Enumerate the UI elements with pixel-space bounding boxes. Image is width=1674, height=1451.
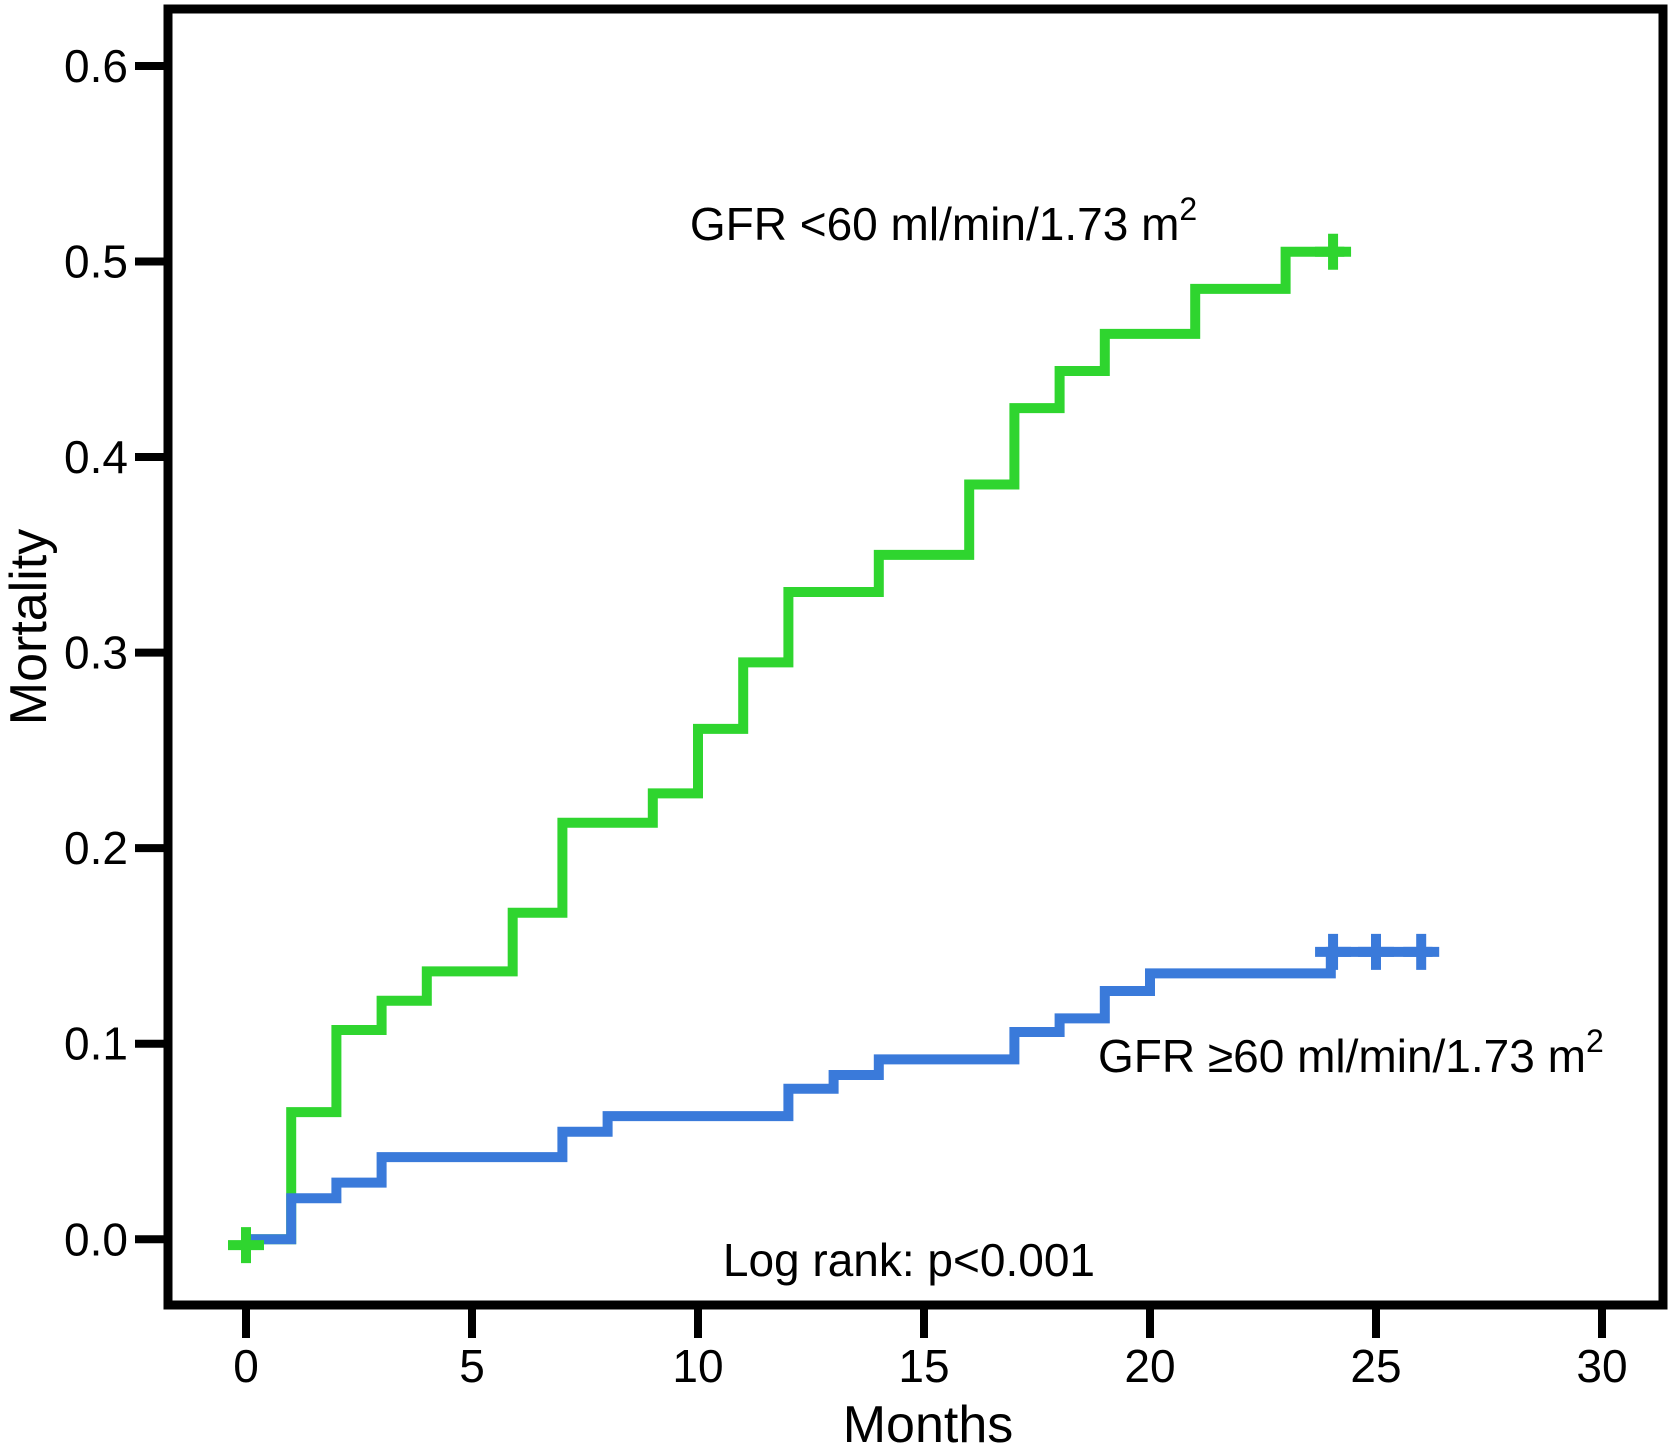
- x-tick-label-2: 10: [672, 1340, 723, 1392]
- censor-mark-gfr-ge-60-2: [1403, 933, 1440, 970]
- x-tick-label-1: 5: [459, 1340, 485, 1392]
- curve-label-sup-gfr-ge-60: 2: [1586, 1023, 1604, 1059]
- y-tick-label-2: 0.2: [64, 822, 128, 874]
- x-axis-title: Months: [843, 1396, 1014, 1451]
- censor-mark-gfr-ge-60-1: [1358, 933, 1394, 970]
- censor-mark-gfr-lt-60-1: [1315, 233, 1352, 270]
- x-tick-label-5: 25: [1350, 1340, 1401, 1392]
- curve-label-sup-gfr-lt-60: 2: [1179, 191, 1197, 227]
- y-tick-label-3: 0.3: [64, 627, 128, 679]
- y-tick-label-0: 0.0: [64, 1213, 128, 1265]
- km-curve-gfr-ge-60: [246, 946, 1433, 1245]
- annotation-log-rank: Log rank: p<0.001: [723, 1234, 1095, 1286]
- y-axis-title: Mortality: [0, 529, 58, 725]
- y-tick-label-4: 0.4: [64, 431, 128, 483]
- x-tick-label-3: 15: [898, 1340, 949, 1392]
- y-tick-label-6: 0.6: [64, 40, 128, 92]
- x-tick-label-4: 20: [1124, 1340, 1175, 1392]
- censor-mark-gfr-ge-60-0: [1315, 933, 1352, 970]
- y-tick-label-1: 0.1: [64, 1018, 128, 1070]
- km-curve-gfr-lt-60: [246, 246, 1345, 1245]
- plot-border: [163, 4, 1668, 1310]
- x-tick-label-0: 0: [233, 1340, 259, 1392]
- y-tick-label-5: 0.5: [64, 236, 128, 288]
- curve-label-gfr-lt-60: GFR <60 ml/min/1.73 m2: [690, 191, 1197, 250]
- censor-mark-gfr-lt-60-0: [228, 1227, 264, 1264]
- x-tick-label-6: 30: [1576, 1340, 1627, 1392]
- curve-label-gfr-ge-60: GFR ≥60 ml/min/1.73 m2: [1098, 1023, 1604, 1082]
